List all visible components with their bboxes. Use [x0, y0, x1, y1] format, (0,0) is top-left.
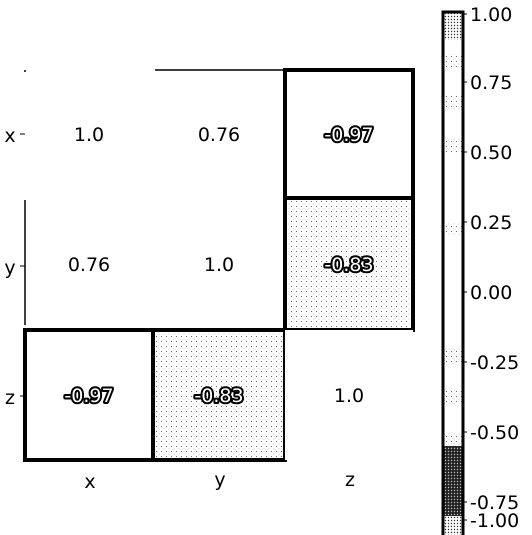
x-tick-label: y — [214, 469, 225, 491]
colorbar-band — [443, 264, 463, 279]
cell-value: 0.76 — [198, 124, 240, 146]
colorbar-band — [443, 474, 463, 489]
heatmap-cells — [23, 68, 415, 462]
cell-value: 1.0 — [74, 124, 104, 146]
colorbar-band — [443, 82, 463, 97]
colorbar-band — [443, 516, 463, 531]
colorbar-band — [443, 460, 463, 475]
colorbar-tick-label: 0.50 — [470, 142, 512, 164]
colorbar-band — [443, 502, 463, 517]
colorbar-band — [443, 40, 463, 55]
colorbar-band — [443, 68, 463, 83]
colorbar-band — [443, 26, 463, 41]
cell-value-halo: -0.83 — [324, 254, 373, 276]
colorbar-band — [443, 390, 463, 405]
colorbar-tick-label: -1.00 — [470, 510, 519, 532]
x-tick-label: z — [345, 469, 355, 491]
colorbar — [441, 10, 465, 535]
heatmap-cell — [151, 328, 287, 462]
colorbar-band — [443, 110, 463, 125]
cell-value: -0.83 — [324, 254, 373, 276]
colorbar-band — [443, 138, 463, 153]
colorbar-ticks: 1.00 0.75 0.50 0.25 0.00 -0.25 -0.50 -0.75-1.00 — [463, 4, 519, 532]
colorbar-band — [443, 194, 463, 209]
colorbar-band — [443, 446, 463, 461]
colorbar-band — [443, 488, 463, 503]
colorbar-tick-label: -0.50 — [470, 422, 519, 444]
colorbar-band — [443, 320, 463, 335]
heatmap-cell — [153, 70, 285, 198]
colorbar-tick-label: 0.00 — [470, 282, 512, 304]
cell-value-halo: -0.97 — [64, 385, 113, 407]
colorbar-band — [443, 376, 463, 391]
heatmap-cell — [25, 70, 153, 198]
colorbar-band — [443, 236, 463, 251]
colorbar-band — [443, 222, 463, 237]
heatmap-cell — [153, 198, 285, 330]
colorbar-band — [443, 96, 463, 111]
y-tick-label: x — [4, 125, 15, 147]
y-tick-label: z — [5, 387, 15, 409]
cell-value: -0.97 — [64, 385, 113, 407]
cell-value: -0.97 — [324, 124, 373, 146]
colorbar-band — [443, 432, 463, 447]
colorbar-tick-label: 0.25 — [470, 212, 512, 234]
colorbar-band — [443, 124, 463, 139]
heatmap-cell — [25, 198, 153, 330]
colorbar-band — [443, 306, 463, 321]
colorbar-band — [443, 208, 463, 223]
cell-value: 1.0 — [204, 254, 234, 276]
colorbar-band — [443, 348, 463, 363]
colorbar-tick-label: 1.00 — [470, 4, 512, 26]
colorbar-band — [443, 334, 463, 349]
colorbar-band — [443, 292, 463, 307]
colorbar-band — [443, 418, 463, 433]
x-tick-label: x — [84, 471, 95, 493]
colorbar-band — [443, 54, 463, 69]
colorbar-band — [443, 166, 463, 181]
colorbar-band — [443, 12, 463, 27]
colorbar-band — [443, 362, 463, 377]
cell-value-halo: -0.97 — [324, 124, 373, 146]
colorbar-band — [443, 180, 463, 195]
heatmap-value-labels: 1.0 0.76 -0.97-0.970.76 1.0 -0.83-0.83-0.97-… — [62, 122, 375, 409]
heatmap-cell — [283, 196, 415, 332]
colorbar-band — [443, 404, 463, 419]
heatmap-cell — [285, 330, 413, 460]
y-axis: x y z — [4, 125, 25, 409]
colorbar-tick-label: 0.75 — [470, 72, 512, 94]
colorbar-band — [443, 278, 463, 293]
colorbar-tick-label: -0.25 — [470, 352, 519, 374]
cell-value-halo: -0.83 — [194, 385, 243, 407]
colorbar-band — [443, 152, 463, 167]
cell-value: -0.83 — [194, 385, 243, 407]
heatmap-cell — [23, 328, 155, 462]
colorbar-band — [443, 530, 463, 535]
cell-value: 0.76 — [68, 254, 110, 276]
colorbar-band — [443, 250, 463, 265]
cell-value: 1.0 — [334, 385, 364, 407]
colorbar-tick-label: -0.75 — [470, 492, 519, 514]
y-tick-label: y — [4, 257, 15, 279]
x-axis: x y z — [84, 469, 355, 493]
